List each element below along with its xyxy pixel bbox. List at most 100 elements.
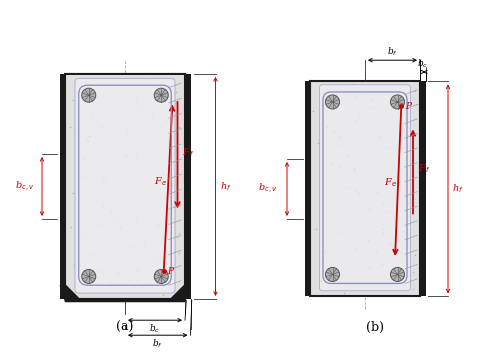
Point [70, 263, 78, 268]
Point [66, 124, 74, 129]
FancyBboxPatch shape [320, 85, 410, 291]
Point [349, 81, 357, 87]
Circle shape [390, 267, 404, 282]
Text: b$_c$: b$_c$ [417, 58, 428, 70]
Point [132, 154, 140, 160]
Point [402, 93, 410, 99]
FancyBboxPatch shape [75, 78, 175, 293]
Point [101, 175, 109, 181]
Circle shape [82, 269, 96, 283]
Point [400, 282, 407, 288]
Circle shape [154, 269, 168, 283]
Text: h$_f$: h$_f$ [220, 180, 232, 193]
Text: F$_f$: F$_f$ [182, 146, 194, 159]
Point [173, 234, 181, 240]
Point [392, 240, 400, 245]
Point [132, 98, 140, 104]
Point [116, 225, 124, 231]
Point [397, 250, 405, 255]
Point [74, 200, 82, 205]
Bar [304, 81, 310, 296]
Point [175, 250, 183, 256]
Point [309, 108, 317, 114]
Point [404, 105, 412, 111]
Point [358, 91, 366, 97]
Point [338, 141, 345, 147]
Point [154, 222, 162, 228]
Point [132, 277, 140, 283]
Point [100, 203, 108, 209]
Point [134, 267, 141, 273]
Point [356, 190, 364, 196]
Point [343, 153, 351, 159]
Point [82, 232, 90, 237]
Point [411, 252, 419, 258]
Point [372, 189, 380, 195]
Point [376, 136, 384, 141]
Point [314, 140, 322, 146]
Point [320, 248, 328, 253]
Text: (a): (a) [116, 321, 134, 334]
Point [351, 93, 359, 99]
Point [351, 246, 359, 252]
Point [404, 200, 412, 206]
Bar [185, 74, 190, 299]
Point [382, 145, 390, 151]
Text: (b): (b) [366, 321, 384, 334]
Point [97, 268, 105, 274]
Circle shape [154, 88, 168, 102]
Point [170, 102, 177, 108]
Point [366, 206, 374, 212]
Point [372, 249, 380, 255]
Circle shape [326, 267, 340, 282]
Text: b$_{c,v}$: b$_{c,v}$ [14, 179, 34, 193]
Point [402, 171, 410, 177]
Point [350, 168, 358, 173]
Point [68, 97, 76, 103]
Point [365, 264, 373, 270]
Point [398, 228, 406, 234]
Point [85, 277, 93, 282]
Circle shape [326, 95, 340, 109]
Point [172, 89, 179, 95]
Text: b$_f$: b$_f$ [152, 338, 163, 350]
Point [126, 243, 134, 249]
Text: F$_e$: F$_e$ [384, 176, 398, 189]
Point [98, 179, 106, 184]
Point [159, 293, 167, 298]
Point [175, 230, 183, 236]
Point [350, 165, 358, 171]
Text: h$_f$: h$_f$ [452, 182, 464, 195]
Text: b$_c$: b$_c$ [150, 323, 160, 335]
Point [86, 133, 94, 139]
Text: b$_f$: b$_f$ [387, 45, 398, 58]
Point [317, 278, 325, 283]
Point [148, 111, 156, 117]
Point [82, 174, 90, 180]
Point [106, 280, 114, 285]
Polygon shape [60, 285, 190, 302]
Point [366, 105, 374, 111]
Point [69, 190, 77, 195]
Point [352, 188, 360, 194]
Point [132, 215, 140, 221]
Point [134, 104, 142, 109]
Point [124, 277, 132, 283]
Point [386, 175, 394, 181]
Point [398, 166, 406, 172]
Point [84, 133, 92, 139]
Bar [60, 74, 65, 299]
Point [156, 185, 164, 191]
Point [152, 258, 160, 264]
Point [328, 162, 336, 167]
Point [334, 230, 342, 236]
Point [364, 237, 372, 243]
Point [94, 94, 102, 100]
Point [355, 114, 363, 119]
Point [98, 124, 106, 130]
Point [320, 198, 328, 204]
Point [368, 97, 376, 103]
Point [86, 252, 94, 258]
Point [336, 163, 344, 168]
Point [400, 145, 407, 151]
